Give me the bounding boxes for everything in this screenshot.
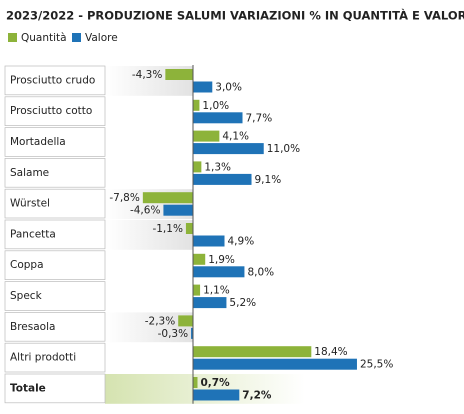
bar xyxy=(193,358,357,370)
value-label: -7,8% xyxy=(109,192,139,204)
category-cell xyxy=(4,127,106,157)
category-label: Pancetta xyxy=(10,228,56,240)
bar xyxy=(193,377,198,388)
category-cell xyxy=(4,312,106,342)
value-label: -1,1% xyxy=(152,223,182,235)
category-label: Prosciutto cotto xyxy=(10,105,92,117)
bar xyxy=(193,99,200,111)
bar xyxy=(193,143,264,155)
value-label: 18,4% xyxy=(314,346,347,358)
row-bg xyxy=(105,220,193,250)
value-label: -2,3% xyxy=(145,315,175,327)
category-cell xyxy=(4,188,106,219)
bar xyxy=(193,161,202,173)
bar xyxy=(193,253,206,265)
legend-swatch xyxy=(8,33,17,42)
category-cell xyxy=(4,65,106,96)
bar xyxy=(165,69,193,80)
bar xyxy=(142,192,193,204)
category-cell xyxy=(4,342,106,373)
bar xyxy=(193,266,245,278)
legend-label: Quantità xyxy=(21,32,67,44)
bar xyxy=(193,81,213,93)
value-label: 9,1% xyxy=(255,174,282,186)
category-cell xyxy=(4,219,106,250)
bar xyxy=(193,284,201,296)
category-label: Salame xyxy=(10,167,49,179)
bar xyxy=(193,173,252,185)
category-label: Bresaola xyxy=(10,321,55,333)
value-label: 4,1% xyxy=(222,131,249,143)
bar xyxy=(193,235,225,247)
bar xyxy=(191,327,193,339)
bar xyxy=(193,389,240,401)
value-label: -4,6% xyxy=(130,205,160,217)
bar xyxy=(178,315,193,327)
value-label: 4,9% xyxy=(228,236,255,248)
value-label: 3,0% xyxy=(215,82,242,94)
value-label: 1,3% xyxy=(204,161,231,173)
category-cell xyxy=(4,96,106,126)
value-label: 8,0% xyxy=(247,266,274,278)
value-label: 25,5% xyxy=(360,359,393,371)
chart-title: 2023/2022 - PRODUZIONE SALUMI VARIAZIONI… xyxy=(6,8,464,23)
value-label: 5,2% xyxy=(229,297,256,309)
category-label: Würstel xyxy=(10,198,50,210)
bar xyxy=(193,130,220,142)
category-label: Mortadella xyxy=(10,136,66,148)
legend-swatch xyxy=(72,33,81,42)
category-cell xyxy=(4,373,106,404)
value-label: 0,7% xyxy=(201,377,231,389)
category-label: Prosciutto crudo xyxy=(10,74,95,86)
category-label: Totale xyxy=(10,382,46,394)
value-label: 7,7% xyxy=(246,112,273,124)
category-cell xyxy=(4,281,106,311)
value-label: 7,2% xyxy=(242,390,272,402)
value-label: 11,0% xyxy=(267,143,300,155)
category-label: Speck xyxy=(10,290,43,302)
category-label: Altri prodotti xyxy=(10,352,76,364)
value-label: -4,3% xyxy=(132,69,162,81)
value-label: -0,3% xyxy=(158,328,188,340)
bar xyxy=(163,204,193,216)
value-label: 1,1% xyxy=(203,285,230,297)
value-label: 1,0% xyxy=(202,100,229,112)
bar xyxy=(193,346,312,358)
bar xyxy=(193,112,243,124)
category-cell xyxy=(4,250,106,280)
value-label: 1,9% xyxy=(208,254,235,266)
category-cell xyxy=(4,158,106,188)
bar xyxy=(193,297,227,309)
bar xyxy=(185,223,193,234)
category-label: Coppa xyxy=(10,259,44,271)
legend-label: Valore xyxy=(85,32,118,44)
